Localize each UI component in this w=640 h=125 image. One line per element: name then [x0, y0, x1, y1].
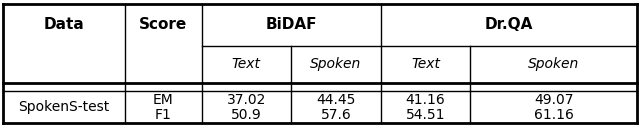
Text: EM: EM — [153, 93, 173, 107]
Text: 54.51: 54.51 — [406, 108, 445, 122]
Text: Score: Score — [139, 17, 188, 32]
Text: Dr.QA: Dr.QA — [484, 17, 533, 32]
Text: Spoken: Spoken — [528, 57, 579, 71]
Text: 49.07: 49.07 — [534, 93, 573, 107]
Text: Text: Text — [411, 57, 440, 71]
Text: F1: F1 — [155, 108, 172, 122]
Text: 44.45: 44.45 — [316, 93, 356, 107]
Text: Text: Text — [232, 57, 261, 71]
Text: SpokenS-test: SpokenS-test — [19, 100, 109, 114]
Text: 41.16: 41.16 — [406, 93, 445, 107]
Text: Spoken: Spoken — [310, 57, 362, 71]
Text: Data: Data — [44, 17, 84, 32]
Text: 37.02: 37.02 — [227, 93, 266, 107]
Text: 61.16: 61.16 — [534, 108, 573, 122]
Text: 50.9: 50.9 — [231, 108, 262, 122]
Text: BiDAF: BiDAF — [266, 17, 317, 32]
Text: 57.6: 57.6 — [321, 108, 351, 122]
